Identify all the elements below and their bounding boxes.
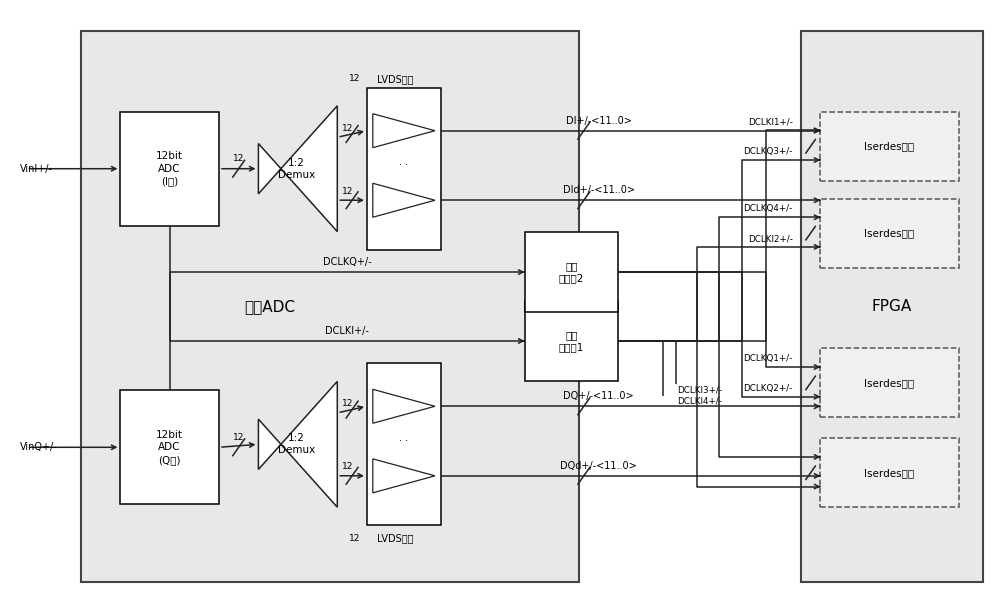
Text: DCLKQ4+/-: DCLKQ4+/- (744, 204, 793, 213)
Text: 射频ADC: 射频ADC (245, 299, 296, 314)
Text: DCLKI4+/-: DCLKI4+/- (678, 396, 722, 405)
Bar (120, 390, 219, 504)
Bar (820, 348, 959, 417)
Bar (820, 438, 959, 507)
Polygon shape (258, 106, 337, 232)
Polygon shape (373, 389, 435, 423)
Text: 时钟
驱动刨2: 时钟 驱动刨2 (559, 261, 584, 283)
Bar (525, 232, 618, 313)
Text: DCLKQ+/-: DCLKQ+/- (323, 257, 371, 267)
Text: 12: 12 (233, 154, 244, 163)
Text: 12: 12 (233, 433, 244, 441)
Bar (120, 112, 219, 226)
Text: Iserdes基元: Iserdes基元 (864, 468, 915, 478)
Text: DQ+/-<11..0>: DQ+/-<11..0> (563, 391, 634, 401)
Text: 12: 12 (349, 534, 361, 543)
Text: LVDS输出: LVDS输出 (377, 74, 413, 84)
Bar (820, 199, 959, 267)
Text: DCLKI3+/-: DCLKI3+/- (678, 386, 722, 395)
Text: DCLKQ3+/-: DCLKQ3+/- (744, 147, 793, 156)
Bar (801, 31, 983, 582)
Text: Iserdes基元: Iserdes基元 (864, 228, 915, 238)
Text: 12: 12 (342, 187, 354, 196)
Text: DCLKQ1+/-: DCLKQ1+/- (744, 354, 793, 363)
Text: Iserdes基元: Iserdes基元 (864, 378, 915, 388)
Text: 12bit
ADC
(I路): 12bit ADC (I路) (156, 151, 183, 186)
Text: DCLKI2+/-: DCLKI2+/- (748, 234, 793, 243)
Text: DQd+/-<11..0>: DQd+/-<11..0> (560, 460, 637, 471)
Text: 12bit
ADC
(Q路): 12bit ADC (Q路) (156, 430, 183, 465)
Text: 12: 12 (342, 124, 354, 133)
Text: 12: 12 (342, 462, 354, 471)
Text: DCLKI1+/-: DCLKI1+/- (748, 118, 793, 126)
Text: DId+/-<11..0>: DId+/-<11..0> (563, 185, 635, 195)
Text: Iserdes基元: Iserdes基元 (864, 141, 915, 151)
Text: VinI+/-: VinI+/- (20, 164, 53, 173)
Text: 1:2
Demux: 1:2 Demux (278, 158, 315, 180)
Text: DCLKI+/-: DCLKI+/- (325, 326, 369, 337)
Bar (81, 31, 579, 582)
Text: DCLKQ2+/-: DCLKQ2+/- (744, 384, 793, 393)
Polygon shape (373, 113, 435, 148)
Text: 1:2
Demux: 1:2 Demux (278, 433, 315, 455)
Text: 时钟
驱动刨1: 时钟 驱动刨1 (559, 330, 584, 352)
Bar (367, 88, 441, 249)
Polygon shape (258, 381, 337, 507)
Text: · ·: · · (399, 161, 408, 170)
Polygon shape (373, 183, 435, 217)
Text: · ·: · · (399, 436, 408, 446)
Polygon shape (373, 459, 435, 493)
Text: 12: 12 (342, 399, 354, 408)
Bar (820, 112, 959, 181)
Bar (367, 364, 441, 525)
Text: LVDS输出: LVDS输出 (377, 533, 413, 543)
Bar (525, 300, 618, 381)
Text: FPGA: FPGA (872, 299, 912, 314)
Text: VinQ+/-: VinQ+/- (20, 443, 58, 452)
Text: 12: 12 (349, 74, 361, 83)
Text: DI+/-<11..0>: DI+/-<11..0> (566, 115, 632, 126)
